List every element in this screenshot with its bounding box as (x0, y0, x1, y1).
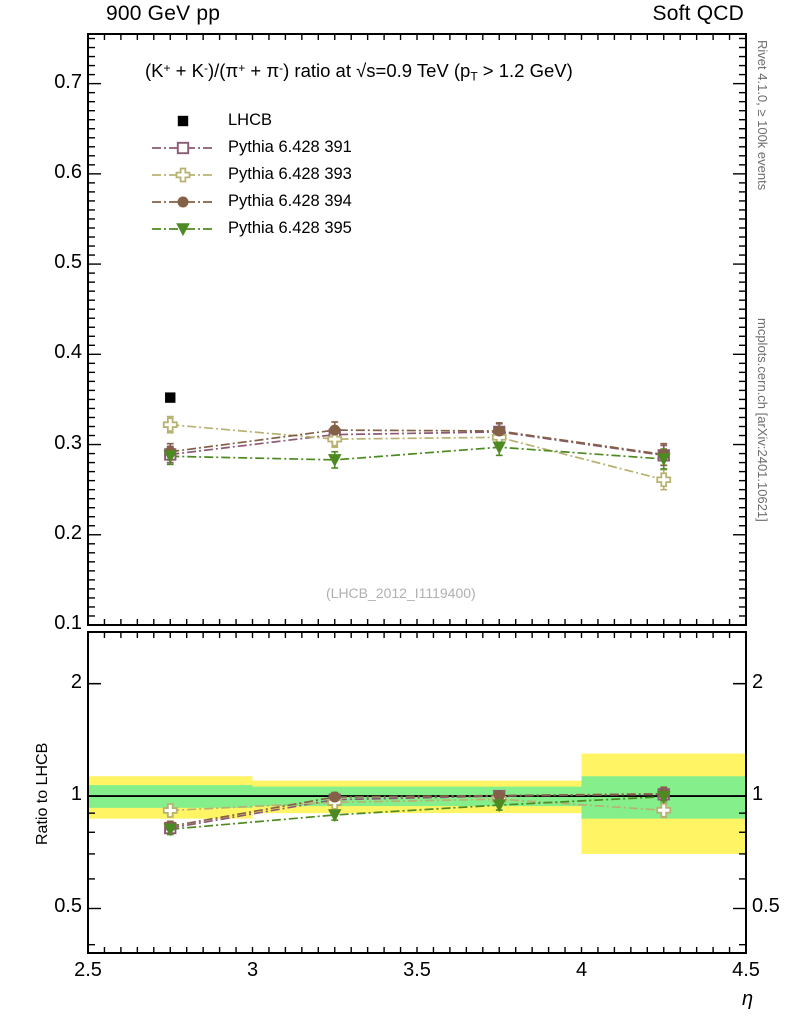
legend-item-lhcb[interactable]: LHCB (152, 107, 352, 134)
legend-label: Pythia 6.428 391 (228, 138, 352, 156)
x-tick-label: 4 (575, 959, 588, 981)
main-series-line-1 (170, 431, 664, 457)
legend-swatch-cross-open (152, 167, 214, 182)
ratio-y-tick-label-right: 0.5 (752, 895, 780, 918)
ratio-y-tick-label-right: 2 (752, 670, 764, 693)
ratio-series-line-1 (170, 798, 664, 812)
ratio-marker-pythia-6.428-395 (656, 790, 671, 804)
ratio-marker-pythia-6.428-393 (656, 802, 672, 818)
ratio-y-axis-ticks (88, 682, 746, 946)
legend: LHCB Pythia 6.428 391 Pythia 6.428 393 Pyth… (152, 107, 352, 242)
legend-label: Pythia 6.428 395 (228, 219, 352, 237)
ratio-x-axis-ticks (87, 632, 747, 953)
ratio-y-tick-label-right: 1 (752, 783, 764, 806)
legend-swatch-square-filled (177, 115, 189, 126)
main-marker-pythia-6.428-393 (327, 431, 343, 447)
ratio-plot-panel (87, 631, 747, 954)
x-axis-ticks (87, 34, 747, 625)
main-marker-pythia-6.428-394 (493, 425, 505, 437)
legend-marker (176, 222, 190, 236)
ratio-marker-pythia-6.428-395 (492, 799, 507, 813)
ratio-uncertainty-bands (88, 753, 746, 854)
ratio-y-tick-label-left: 1 (70, 783, 82, 806)
ratio-y-tick-label-left: 2 (70, 670, 82, 693)
main-marker-pythia-6.428-393 (656, 472, 672, 488)
x-axis-label: η (742, 988, 754, 1010)
ratio-series-line-2 (170, 792, 664, 828)
legend-label: Pythia 6.428 394 (228, 192, 352, 210)
main-y-tick-label: 0.3 (54, 431, 82, 454)
legend-label: LHCB (228, 111, 273, 129)
main-y-tick-label: 0.5 (54, 251, 82, 274)
main-plot-panel (87, 33, 747, 626)
main-y-tick-label: 0.2 (54, 521, 82, 544)
ratio-marker-pythia-6.428-393 (162, 803, 178, 818)
main-y-tick-label: 0.4 (54, 341, 82, 364)
main-series-line-3 (170, 429, 664, 456)
legend-item-pythia-6-428-395[interactable]: Pythia 6.428 395 (152, 215, 352, 242)
legend-item-pythia-6-428-393[interactable]: Pythia 6.428 393 (152, 161, 352, 188)
ratio-series-line-3 (170, 795, 664, 831)
legend-swatch-square-open (152, 141, 214, 154)
analysis-watermark: (LHCB_2012_I1119400) (326, 585, 476, 601)
legend-marker (176, 141, 190, 154)
plot-title: (K+ + K-)/(π+ + π-) ratio at √s=0.9 TeV … (145, 60, 573, 84)
ratio-marker-pythia-6.428-394 (329, 791, 341, 803)
main-axis-frame (87, 33, 747, 626)
ratio-y-tick-label-left: 0.5 (54, 895, 82, 918)
main-series-line-4 (170, 446, 664, 461)
legend-swatch-circle-filled (152, 196, 214, 207)
legend-marker (177, 196, 189, 207)
main-marker-lhcb (165, 392, 176, 403)
main-y-tick-label: 0.6 (54, 160, 82, 183)
main-marker-pythia-6.428-393 (162, 417, 178, 433)
header-right: Soft QCD (652, 2, 744, 25)
ratio-marker-pythia-6.428-395 (163, 823, 178, 837)
legend-marker (177, 115, 189, 126)
main-marker-pythia-6.428-395 (656, 453, 671, 467)
legend-item-pythia-6-428-394[interactable]: Pythia 6.428 394 (152, 188, 352, 215)
main-y-tick-label: 0.7 (54, 70, 82, 93)
main-y-axis-ticks (88, 37, 746, 626)
main-y-tick-label: 0.1 (54, 612, 82, 634)
legend-marker (175, 167, 191, 182)
main-marker-pythia-6.428-394 (329, 424, 341, 436)
x-tick-label: 3.5 (403, 959, 431, 981)
legend-swatch-triangle-down-filled (152, 222, 214, 236)
legend-item-pythia-6-428-391[interactable]: Pythia 6.428 391 (152, 134, 352, 161)
main-marker-pythia-6.428-395 (163, 450, 178, 464)
legend-label: Pythia 6.428 393 (228, 165, 352, 183)
ratio-marker-pythia-6.428-394 (493, 790, 505, 802)
x-tick-label: 4.5 (732, 959, 760, 981)
main-series-line-2 (170, 423, 664, 481)
header-left: 900 GeV pp (106, 2, 221, 25)
main-marker-pythia-6.428-395 (327, 454, 342, 468)
main-marker-pythia-6.428-395 (492, 441, 507, 455)
ratio-marker-pythia-6.428-395 (327, 809, 342, 823)
x-tick-label: 3 (246, 959, 259, 981)
x-tick-label: 2.5 (74, 959, 102, 981)
